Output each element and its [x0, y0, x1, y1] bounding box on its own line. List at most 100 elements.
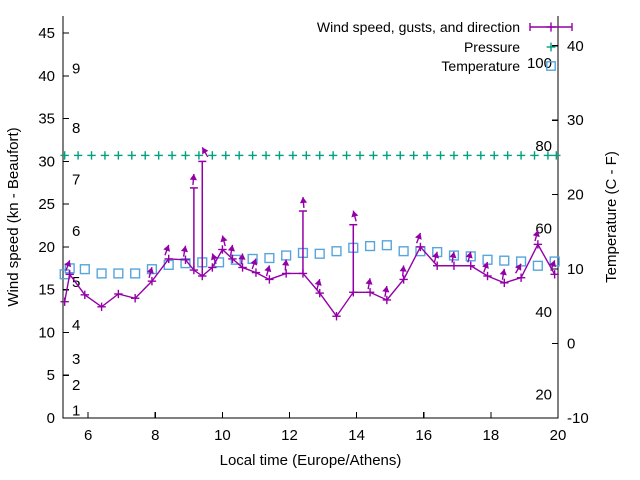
wind-direction-arrow [382, 285, 390, 297]
wind-direction-arrow [238, 253, 246, 265]
plot-frame [62, 16, 559, 419]
fahrenheit-label: 80 [535, 138, 552, 155]
arrow-head [432, 251, 440, 259]
series-wind-gusts [189, 160, 358, 293]
fahrenheit-label: 40 [535, 304, 552, 321]
y2-tick-label: 30 [567, 112, 584, 129]
x-tick-label: 16 [415, 427, 432, 444]
wind-direction-arrow [264, 265, 272, 277]
wind-direction-arrow [64, 260, 72, 271]
y2-tick-label: 20 [567, 187, 584, 204]
series-pressure [60, 151, 561, 160]
y2-axis-title: Temperature (C - F) [603, 151, 620, 283]
temperature-point [146, 264, 158, 275]
temperature-point [532, 260, 543, 271]
y-tick-label: 40 [38, 68, 55, 85]
wind-direction-arrow [399, 265, 407, 277]
temperature-point [264, 252, 275, 264]
legend-label: Wind speed, gusts, and direction [317, 19, 520, 35]
y2-tick-label: 0 [567, 336, 575, 353]
y-tick-label: 25 [38, 196, 55, 213]
beaufort-label: 2 [72, 377, 80, 394]
fahrenheit-label: 20 [535, 386, 552, 403]
arrow-head [351, 210, 359, 218]
arrow-head [163, 244, 171, 252]
y-tick-label: 0 [47, 410, 55, 427]
arrow-head [282, 259, 290, 266]
arrow-head [299, 197, 308, 204]
wind-direction-arrow [414, 232, 422, 244]
y-tick-label: 15 [38, 282, 55, 299]
temperature-point [398, 246, 409, 257]
y-tick-label: 45 [38, 25, 55, 42]
y-tick-label: 30 [38, 153, 55, 170]
arrow-head [64, 260, 72, 268]
fahrenheit-scale-labels: 20 40 60 80 100 [527, 55, 552, 403]
x-tick-label: 20 [550, 427, 567, 444]
axis-titles: Wind speed (kn - Beaufort) Temperature (C… [5, 127, 620, 469]
arrow-head [499, 268, 507, 276]
arrow-head [227, 244, 235, 252]
x-axis-title: Local time (Europe/Athens) [220, 452, 402, 469]
legend-sample-marker [546, 61, 556, 71]
arrow-head [414, 232, 422, 240]
x-tick-label: 18 [483, 427, 500, 444]
arrow-head [220, 235, 228, 243]
wind-direction-arrow [465, 251, 473, 263]
y-tick-label: 10 [38, 324, 55, 341]
arrow-head [314, 279, 322, 286]
series-temperature [59, 240, 560, 280]
x-tick-label: 8 [151, 427, 159, 444]
temperature-point [314, 248, 325, 259]
arrow-head [399, 265, 407, 272]
arrow-head [180, 245, 188, 253]
y-tick-label: 35 [38, 111, 55, 128]
arrow-head [238, 253, 246, 260]
wind-direction-arrow [514, 263, 522, 274]
arrow-head [264, 265, 272, 273]
wind-direction-arrow [220, 235, 228, 247]
temperature-point [230, 254, 241, 265]
wind-direction-arrow [189, 173, 197, 185]
temperature-point [130, 268, 141, 279]
arrow-head [449, 251, 457, 259]
arrow-head [549, 260, 556, 268]
wind-direction-arrow [482, 261, 489, 273]
arrow-head [146, 267, 154, 274]
beaufort-label: 9 [72, 60, 80, 77]
beaufort-label: 3 [72, 351, 80, 368]
x-tick-label: 6 [84, 427, 92, 444]
arrow-head [514, 263, 522, 271]
beaufort-label: 4 [72, 317, 80, 334]
wind-speed-line [63, 242, 556, 318]
temperature-point [448, 250, 460, 261]
y2-tick-label: -10 [567, 410, 589, 427]
x-tick-label: 10 [214, 427, 231, 444]
series-wind-direction [64, 147, 556, 297]
arrow-head [532, 230, 540, 238]
y2-tick-label: 10 [567, 261, 584, 278]
wind-direction-arrow [351, 210, 359, 222]
legend-label: Pressure [464, 39, 520, 55]
x-tick-label: 14 [348, 427, 365, 444]
temperature-point [281, 250, 292, 261]
arrow-head [211, 253, 218, 261]
arrow-head [382, 285, 390, 293]
wind-direction-arrow [146, 266, 154, 278]
wind-direction-arrow [299, 196, 308, 209]
temperature-point [499, 255, 510, 266]
beaufort-label: 1 [72, 402, 80, 419]
series-wind-speed [60, 240, 559, 321]
y-tick-label: 20 [38, 239, 55, 256]
legend-label: Temperature [441, 58, 520, 74]
wind-direction-arrow [282, 259, 290, 271]
x-tick-label: 12 [281, 427, 298, 444]
arrow-head [482, 262, 489, 269]
wind-direction-arrow [211, 253, 218, 265]
wind-direction-arrow [432, 251, 440, 263]
temperature-point [96, 268, 107, 279]
y-tick-label: 5 [47, 367, 55, 384]
